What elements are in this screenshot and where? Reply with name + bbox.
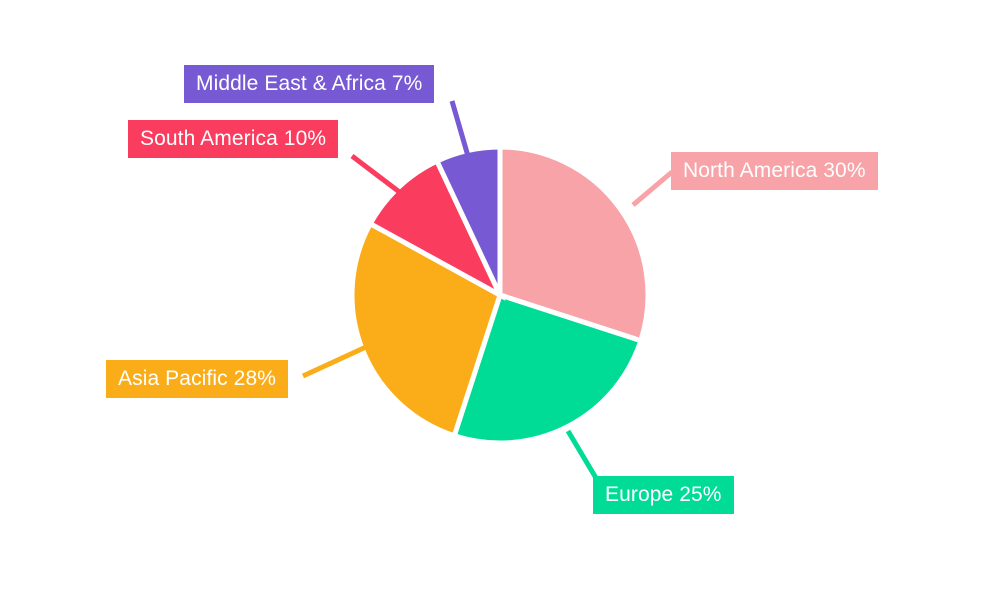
leader-line-south-america: [350, 154, 404, 196]
pie-label-south-america[interactable]: South America 10%: [128, 120, 339, 158]
pie-label-asia-pacific[interactable]: Asia Pacific 28%: [106, 360, 289, 398]
pie-label-north-america[interactable]: North America 30%: [671, 152, 878, 190]
pie-slice-europe[interactable]: [451, 291, 644, 446]
leader-line-europe: [565, 429, 599, 480]
pie-label-middle-east-africa[interactable]: Middle East & Africa 7%: [184, 65, 435, 103]
pie-slices: [349, 144, 651, 446]
leader-line-north-america: [631, 170, 674, 207]
pie-leader-lines: [301, 100, 674, 480]
leader-line-middle-east-africa: [449, 100, 473, 164]
pie-slice-north-america[interactable]: [497, 144, 651, 344]
pie-label-europe[interactable]: Europe 25%: [593, 476, 734, 514]
leader-line-asia-pacific: [301, 344, 368, 379]
pie-slice-south-america[interactable]: [366, 157, 506, 301]
